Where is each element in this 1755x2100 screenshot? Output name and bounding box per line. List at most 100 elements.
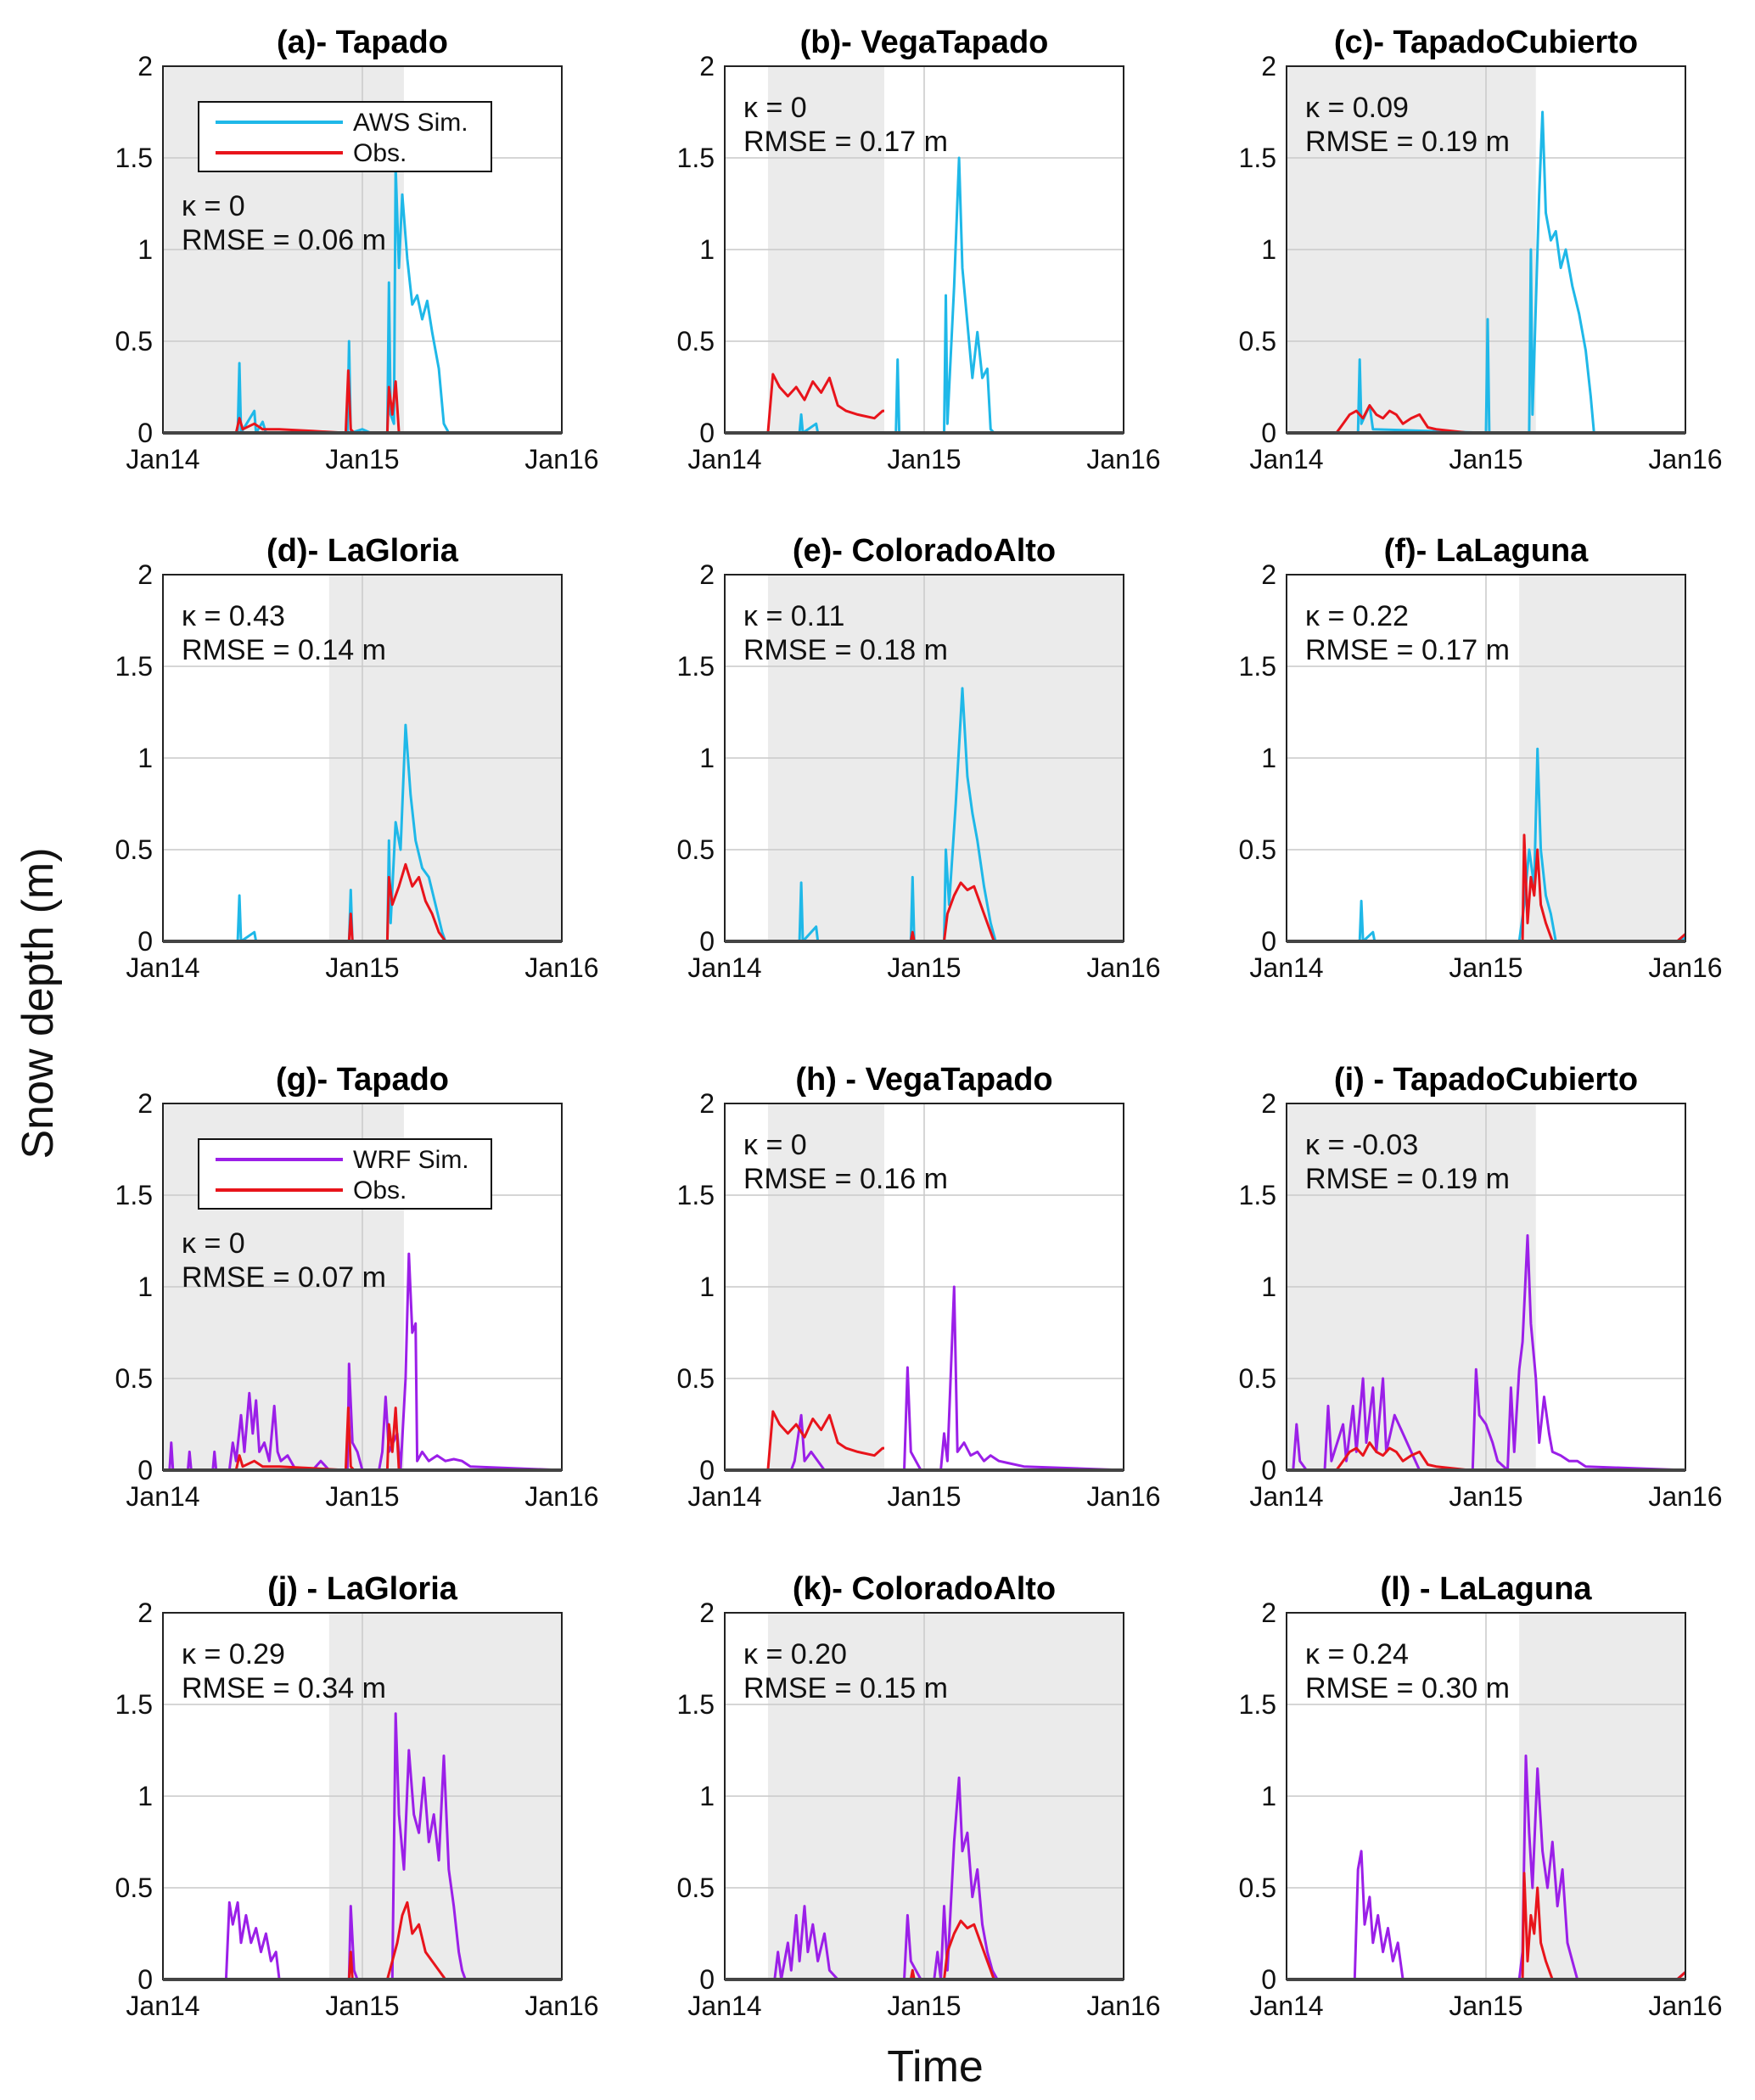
y-tick-label: 0 — [1261, 1455, 1276, 1485]
y-tick-label: 1 — [137, 1272, 153, 1302]
y-tick-label: 0.5 — [1239, 326, 1276, 357]
panel-title: (a)- Tapado — [277, 25, 448, 60]
rmse-text: RMSE = 0.17 m — [1305, 634, 1510, 666]
panel-c: 0 0.5 1 1.5 2 Jan14 Jan15 Jan16 (c)- TapadoCubie… — [1239, 25, 1723, 474]
series-line-obs — [328, 1901, 562, 1981]
rmse-text: RMSE = 0.30 m — [1305, 1672, 1510, 1704]
panel-title: (k)- ColoradoAlto — [793, 1571, 1056, 1607]
panel-title: (j) - LaGloria — [267, 1571, 458, 1607]
kappa-text: κ = 0.20 — [743, 1638, 847, 1670]
x-tick-label: Jan16 — [1648, 444, 1722, 474]
y-tick-label: 1 — [137, 234, 153, 265]
series-line-obs — [766, 373, 884, 434]
rmse-text: RMSE = 0.18 m — [743, 634, 948, 666]
panel-title: (g)- Tapado — [276, 1062, 449, 1098]
y-tick-label: 0.5 — [677, 326, 715, 357]
rmse-text: RMSE = 0.17 m — [743, 126, 948, 158]
rmse-text: RMSE = 0.16 m — [743, 1163, 948, 1195]
rmse-text: RMSE = 0.07 m — [182, 1261, 386, 1294]
legend-label: AWS Sim. — [353, 109, 468, 137]
x-tick-label: Jan15 — [325, 1991, 399, 2021]
panel-j: 0 0.5 1 1.5 2 Jan14 Jan15 Jan16 (j) - LaGloria κ … — [115, 1571, 599, 2021]
x-tick-label: Jan15 — [1449, 444, 1522, 474]
kappa-text: κ = 0 — [743, 1129, 807, 1161]
y-tick-label: 0.5 — [115, 1873, 153, 1903]
panel-title: (l) - LaLaguna — [1380, 1571, 1592, 1607]
y-tick-label: 1.5 — [1239, 1689, 1276, 1720]
y-tick-label: 1 — [1261, 234, 1276, 265]
panel-title: (e)- ColoradoAlto — [793, 533, 1056, 569]
y-tick-label: 1.5 — [677, 651, 715, 682]
y-tick-label: 1.5 — [1239, 1180, 1276, 1210]
y-axis-label: Snow depth (m) — [14, 847, 63, 1159]
x-tick-label: Jan15 — [887, 952, 961, 983]
kappa-text: κ = 0.22 — [1305, 600, 1409, 632]
panel-a: 0 0.5 1 1.5 2 Jan14 Jan15 Jan16 (a)- Tapado AWS S… — [115, 25, 599, 474]
x-tick-label: Jan16 — [1086, 444, 1160, 474]
panel-e: 0 0.5 1 1.5 2 Jan14 Jan15 Jan16 (e)- ColoradoAlt… — [677, 533, 1161, 983]
panel-title: (i) - TapadoCubierto — [1334, 1062, 1638, 1098]
x-tick-label: Jan15 — [325, 1481, 399, 1512]
kappa-text: κ = 0.11 — [743, 600, 844, 632]
y-tick-label: 0.5 — [115, 834, 153, 865]
x-tick-label: Jan15 — [887, 1991, 961, 2021]
x-tick-label: Jan14 — [126, 1481, 199, 1512]
y-tick-label: 0.5 — [115, 1363, 153, 1394]
y-tick-label: 0 — [699, 418, 715, 448]
y-tick-label: 1 — [137, 743, 153, 773]
y-tick-label: 1 — [1261, 1781, 1276, 1811]
y-tick-label: 1.5 — [115, 1689, 153, 1720]
y-tick-label: 0 — [137, 1964, 153, 1995]
kappa-text: κ = -0.03 — [1305, 1129, 1418, 1161]
x-tick-label: Jan14 — [687, 952, 761, 983]
rmse-text: RMSE = 0.19 m — [1305, 1163, 1510, 1195]
y-tick-label: 2 — [699, 559, 715, 590]
x-tick-label: Jan15 — [1449, 1991, 1522, 2021]
kappa-text: κ = 0 — [182, 1227, 245, 1260]
x-tick-label: Jan16 — [524, 1481, 598, 1512]
y-tick-label: 1 — [699, 234, 715, 265]
panel-i: 0 0.5 1 1.5 2 Jan14 Jan15 Jan16 (i) - TapadoCubi… — [1239, 1062, 1723, 1512]
y-tick-label: 1.5 — [677, 1180, 715, 1210]
x-tick-label: Jan16 — [524, 952, 598, 983]
y-tick-label: 2 — [137, 559, 153, 590]
series-line-aws-sim — [163, 723, 562, 943]
x-tick-label: Jan14 — [1249, 952, 1323, 983]
y-tick-label: 2 — [1261, 51, 1276, 81]
series-line-aws-sim — [1287, 747, 1686, 943]
x-tick-label: Jan15 — [887, 444, 961, 474]
y-tick-label: 2 — [1261, 559, 1276, 590]
kappa-text: κ = 0 — [743, 92, 807, 124]
y-tick-label: 1.5 — [115, 651, 153, 682]
y-tick-label: 1 — [1261, 743, 1276, 773]
y-tick-label: 0.5 — [1239, 834, 1276, 865]
x-tick-label: Jan14 — [687, 444, 761, 474]
y-tick-label: 2 — [137, 1088, 153, 1119]
y-tick-label: 1 — [699, 1781, 715, 1811]
y-tick-label: 2 — [699, 1597, 715, 1628]
y-tick-label: 0.5 — [115, 326, 153, 357]
y-tick-label: 0.5 — [677, 1363, 715, 1394]
x-tick-label: Jan14 — [1249, 1991, 1323, 2021]
x-tick-label: Jan16 — [524, 1991, 598, 2021]
kappa-text: κ = 0.43 — [182, 600, 285, 632]
legend-label: Obs. — [353, 1176, 407, 1204]
panel-b: 0 0.5 1 1.5 2 Jan14 Jan15 Jan16 (b)- VegaTapado κ… — [677, 25, 1161, 474]
rmse-text: RMSE = 0.34 m — [182, 1672, 386, 1704]
y-tick-label: 0 — [137, 1455, 153, 1485]
panel-title: (h) - VegaTapado — [795, 1062, 1052, 1098]
x-tick-label: Jan14 — [126, 444, 199, 474]
y-tick-label: 1.5 — [677, 143, 715, 173]
series-line-obs — [767, 1919, 1124, 1981]
y-tick-label: 2 — [1261, 1088, 1276, 1119]
y-tick-label: 1.5 — [1239, 651, 1276, 682]
x-tick-label: Jan14 — [1249, 444, 1323, 474]
series-line-obs — [766, 1410, 884, 1471]
y-tick-label: 1.5 — [677, 1689, 715, 1720]
series-line-aws-sim — [725, 156, 1124, 435]
y-tick-label: 0.5 — [677, 834, 715, 865]
y-tick-label: 1 — [137, 1781, 153, 1811]
series-line-aws-sim — [163, 166, 562, 435]
x-tick-label: Jan16 — [1648, 1991, 1722, 2021]
